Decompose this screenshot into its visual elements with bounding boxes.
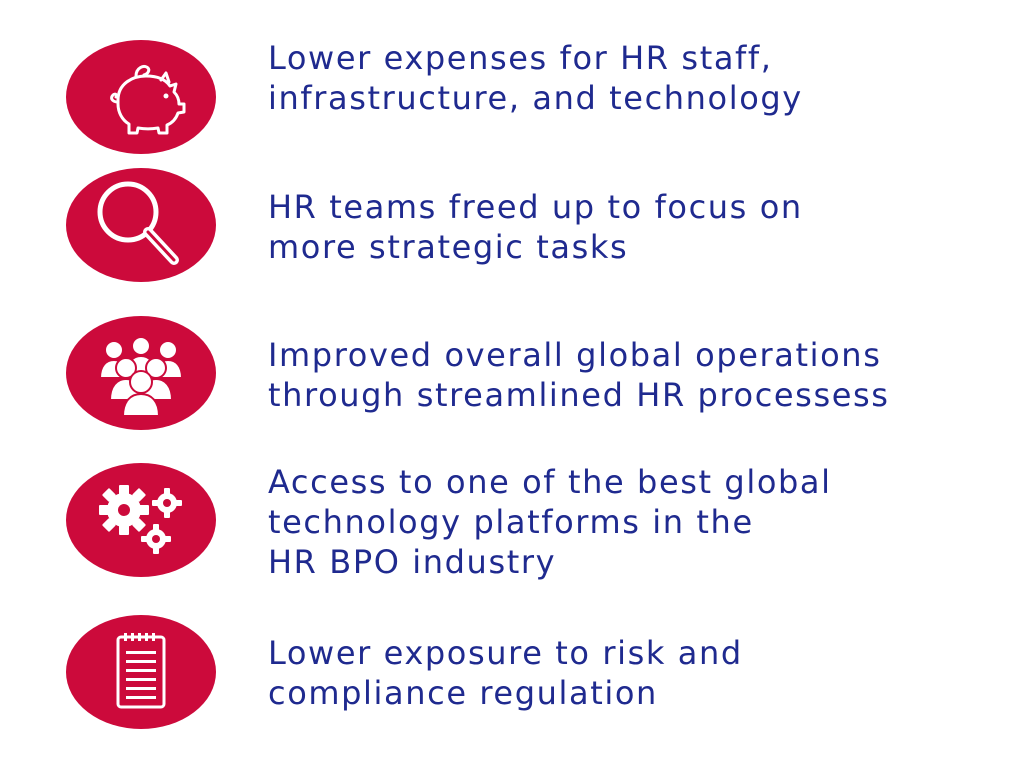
magnifying-glass-icon [97, 181, 179, 265]
gears-icon [99, 485, 182, 554]
benefit-icon-circle [66, 40, 216, 154]
notepad-icon [116, 633, 166, 709]
benefit-text-line: Lower expenses for HR staff, [268, 39, 773, 77]
benefit-text-line: compliance regulation [268, 674, 658, 712]
benefit-icon-circle [66, 168, 216, 282]
benefit-text-line: through streamlined HR processess [268, 376, 890, 414]
benefit-text-line: more strategic tasks [268, 228, 629, 266]
benefit-text: HR teams freed up to focus on more strat… [268, 187, 803, 267]
benefit-icon-circle [66, 615, 216, 729]
benefit-text-line: technology platforms in the [268, 503, 754, 541]
benefit-text-line: Lower exposure to risk and [268, 634, 743, 672]
benefit-text-line: HR teams freed up to focus on [268, 188, 803, 226]
benefit-text-line: Access to one of the best global [268, 463, 832, 501]
benefit-text-line: HR BPO industry [268, 543, 557, 581]
benefit-icon-circle [66, 316, 216, 430]
benefit-icon-circle [66, 463, 216, 577]
benefit-text: Lower exposure to risk and compliance re… [268, 633, 743, 713]
benefit-text: Improved overall global operations throu… [268, 335, 890, 415]
benefit-text: Access to one of the best global technol… [268, 462, 832, 582]
benefit-text-line: infrastructure, and technology [268, 79, 803, 117]
piggy-bank-icon [110, 64, 186, 135]
people-group-icon [98, 336, 184, 417]
benefit-text-line: Improved overall global operations [268, 336, 882, 374]
benefit-text: Lower expenses for HR staff, infrastruct… [268, 38, 803, 118]
